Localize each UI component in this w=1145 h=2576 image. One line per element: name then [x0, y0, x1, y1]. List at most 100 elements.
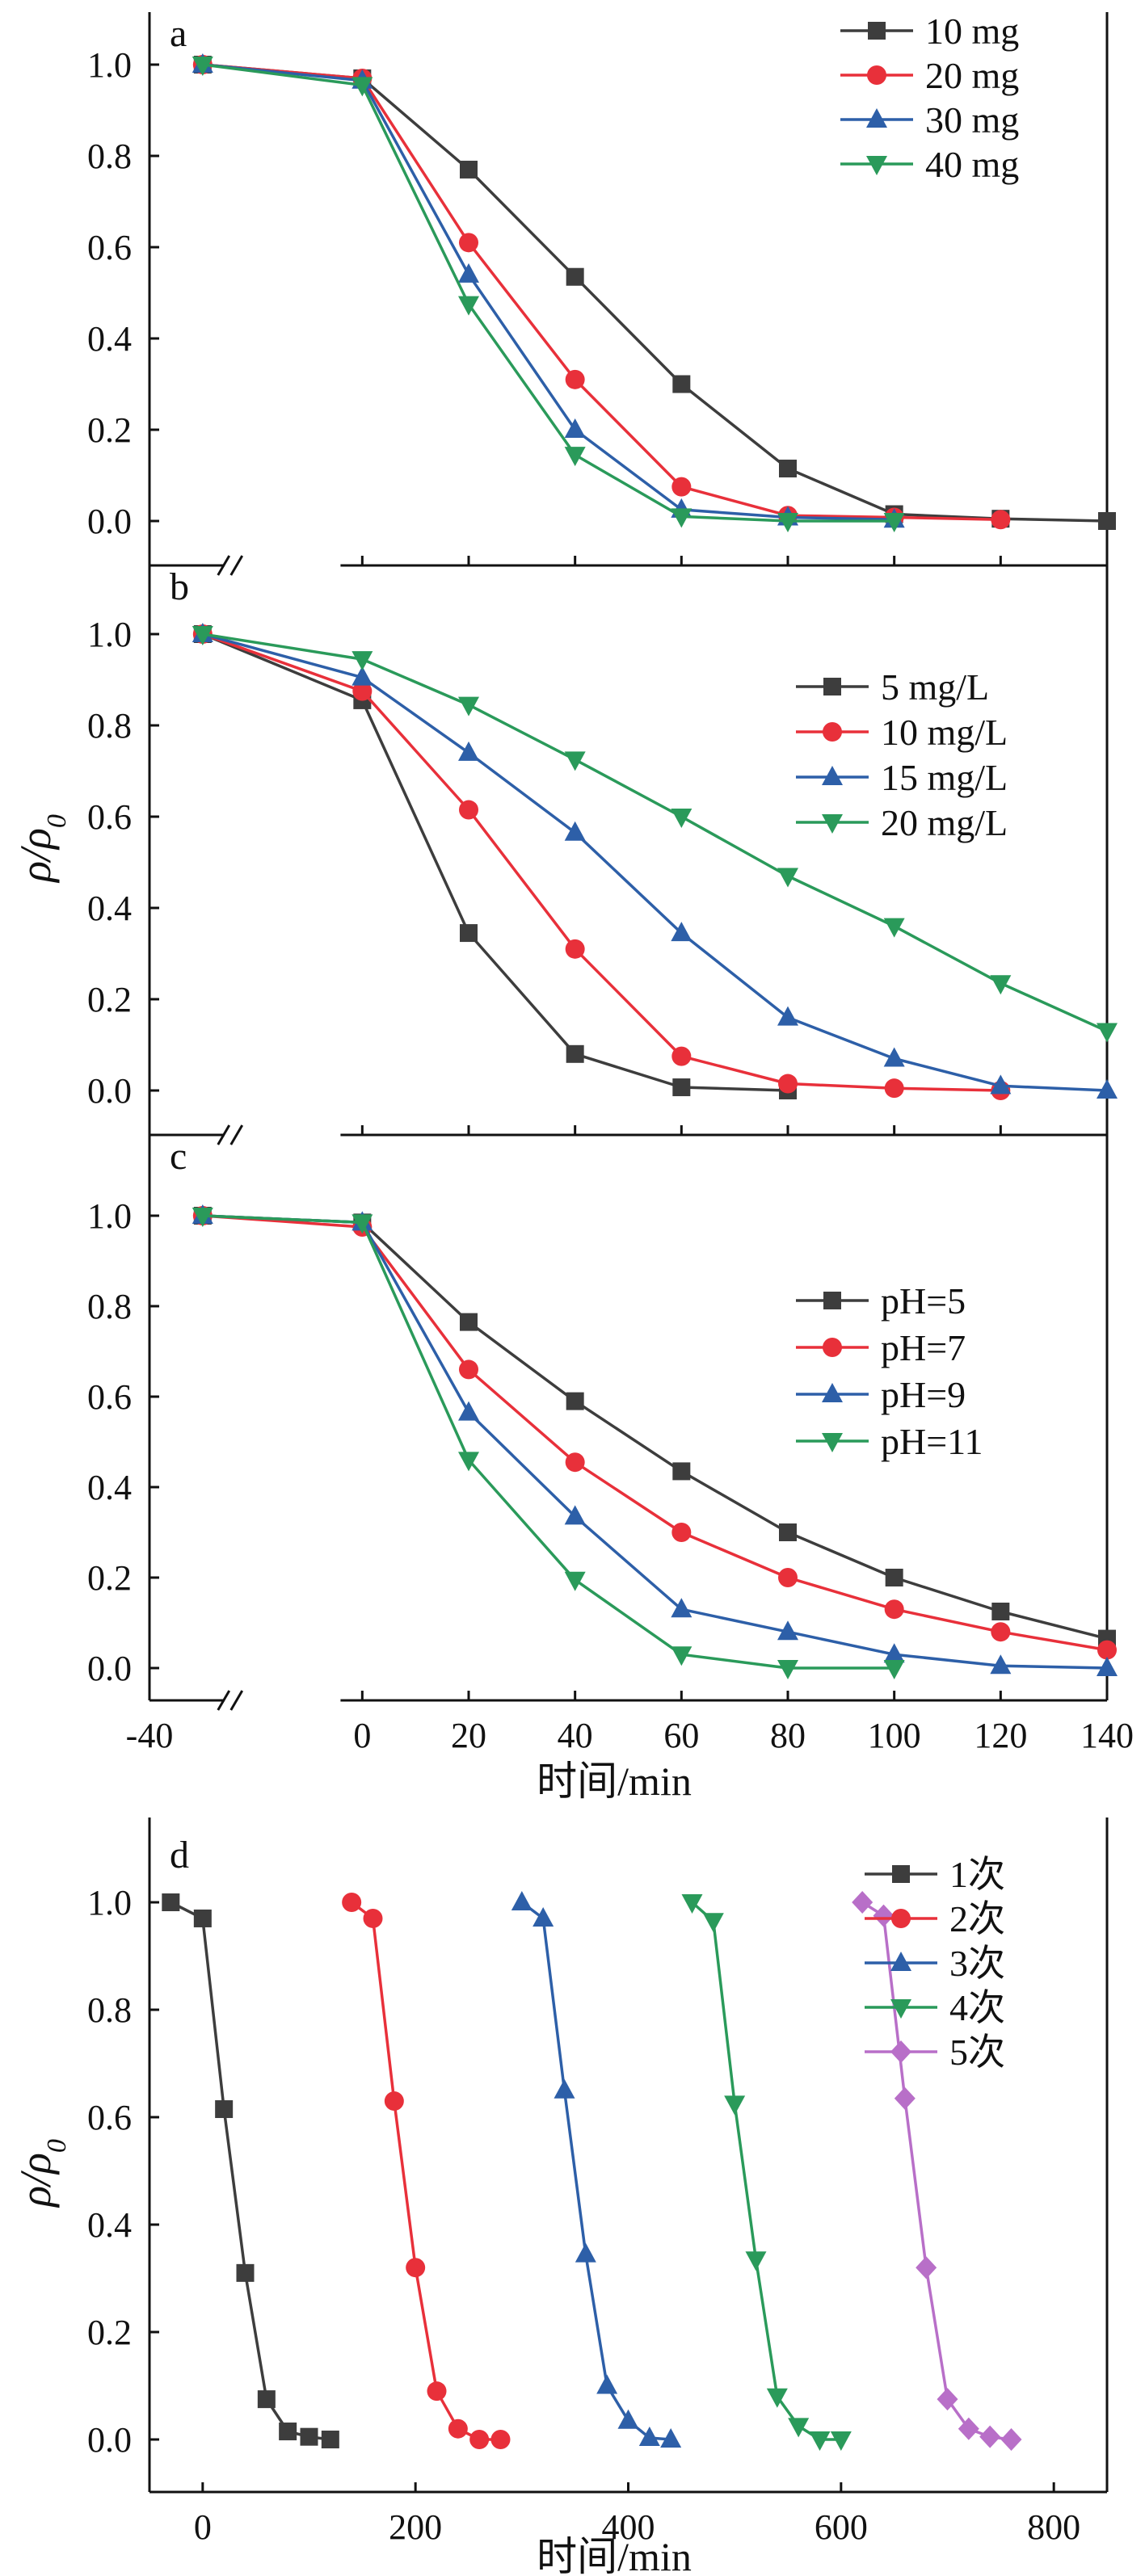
x-tick-label: 140 [1080, 1716, 1134, 1755]
y-tick-label: 0.8 [87, 706, 132, 746]
data-point [873, 1904, 895, 1927]
legend-label: 4次 [949, 1987, 1005, 2028]
data-point [596, 2374, 618, 2394]
data-point [617, 2409, 639, 2429]
data-point [777, 1620, 798, 1641]
axis-break-mark [229, 555, 244, 576]
data-point [883, 918, 905, 938]
data-point [460, 1313, 478, 1331]
legend-label: 30 mg [925, 99, 1019, 141]
legend-marker [822, 1383, 843, 1402]
data-point [490, 2430, 511, 2449]
series-3 [192, 626, 1118, 1043]
data-point [1000, 2428, 1022, 2451]
y-tick-label: 0.0 [87, 1649, 132, 1688]
data-point [575, 2242, 596, 2263]
data-point [830, 2431, 852, 2451]
legend-marker [891, 1909, 911, 1928]
panel-letter: b [170, 565, 189, 608]
x-tick-label: 100 [868, 1716, 921, 1755]
legend-marker [866, 108, 887, 128]
series-2 [192, 1204, 1118, 1676]
y-tick-label: 0.4 [87, 889, 132, 928]
series-line [351, 1901, 501, 2441]
series-3 [192, 57, 905, 532]
legend-marker [890, 1999, 911, 2019]
series-line [202, 632, 1001, 1092]
series-2 [192, 623, 1118, 1099]
data-point [192, 57, 213, 76]
data-point [777, 868, 798, 888]
x-tick-label: 60 [663, 1716, 699, 1755]
data-point [672, 1462, 691, 1481]
panel-c: 0.0 0.2 0.4 0.6 0.8 1.0 -40 0 20 40 60 80 100 120 140 c… [87, 1135, 1134, 1755]
data-point [777, 1006, 798, 1026]
data-point [564, 1505, 586, 1525]
y-tick-label: 0.8 [87, 1287, 132, 1326]
data-point [779, 1523, 797, 1541]
panel-letter: c [170, 1135, 187, 1178]
data-point [809, 2431, 831, 2451]
data-point [671, 508, 692, 528]
legend-label: 2次 [949, 1898, 1005, 1939]
data-point [458, 263, 479, 283]
legend-label: pH=7 [881, 1327, 966, 1368]
y-tick-label: 0.4 [87, 1468, 132, 1507]
legend-marker [867, 65, 886, 85]
data-point [406, 2258, 426, 2278]
legend-marker [823, 722, 842, 742]
data-point [351, 1214, 373, 1234]
y-axis-title: ρ/ρ0 [11, 2139, 72, 2208]
x-tick-label: 800 [1027, 2507, 1080, 2547]
legend-label: 20 mg/L [881, 802, 1008, 843]
series-line [202, 63, 895, 522]
y-tick-label: 0.6 [87, 2098, 132, 2137]
data-point [884, 1599, 904, 1620]
data-point [342, 1893, 362, 1912]
y-axis-title: ρ/ρ0 [11, 814, 72, 884]
data-point [1097, 1657, 1118, 1676]
data-point [671, 1523, 692, 1542]
legend-marker [822, 766, 843, 785]
legend-marker [892, 1865, 910, 1883]
series-3 [681, 1894, 852, 2451]
data-point [458, 1401, 479, 1421]
y-tick-label: 0.0 [87, 502, 132, 541]
legend-label: 10 mg [925, 11, 1019, 52]
series-line [202, 63, 1001, 522]
data-point [469, 2430, 490, 2449]
data-point [724, 2095, 746, 2116]
legend-label: pH=5 [881, 1280, 966, 1322]
legend-label: 15 mg/L [881, 757, 1008, 798]
x-axis-title-d: 时间/min [537, 2534, 692, 2576]
y-tick-label: 0.2 [87, 1558, 132, 1598]
data-point [193, 1909, 212, 1927]
legend: pH=5 pH=7 pH=9 pH=11 [796, 1280, 983, 1462]
data-point [884, 1078, 904, 1099]
y-tick-label: 0.2 [87, 410, 132, 450]
data-point [778, 1568, 798, 1587]
data-point [458, 741, 479, 761]
legend-marker [822, 814, 843, 834]
data-point [427, 2381, 447, 2402]
data-point [566, 1392, 584, 1410]
data-point [883, 1643, 905, 1663]
legend-marker [866, 156, 887, 175]
y-tick-label: 1.0 [87, 45, 132, 85]
data-point [236, 2263, 255, 2282]
data-point [778, 1074, 798, 1094]
data-point [533, 1906, 554, 1927]
axis-break-mark [217, 555, 231, 576]
data-point [363, 1908, 383, 1928]
data-point [883, 1047, 905, 1067]
legend-label: 20 mg [925, 55, 1019, 96]
data-point [1097, 1023, 1118, 1043]
panel-d: 0.0 0.2 0.4 0.6 0.8 1.0 0 200 400 600 800 d 1次2次3次4次… [87, 1817, 1109, 2547]
legend-label: 5次 [949, 2032, 1005, 2073]
x-tick-label: 120 [974, 1716, 1027, 1755]
panel-letter: d [170, 1834, 189, 1876]
data-point [162, 1893, 180, 1911]
data-point [351, 77, 373, 97]
y-tick-label: 0.2 [87, 2313, 132, 2352]
data-point [681, 1894, 703, 1914]
